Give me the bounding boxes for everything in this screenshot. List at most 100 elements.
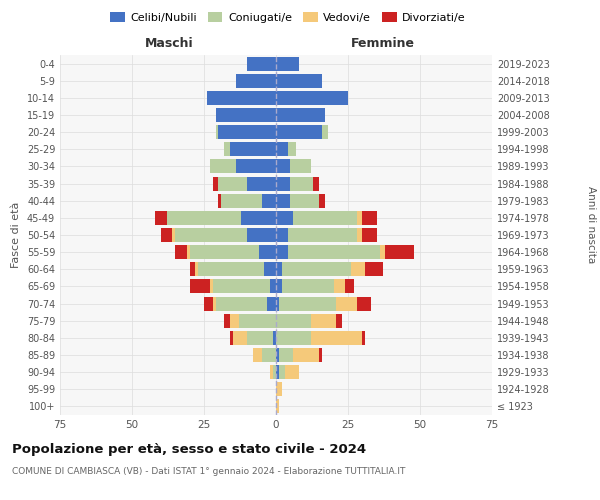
Bar — [247, 331, 273, 345]
Bar — [190, 245, 259, 259]
Text: Anni di nascita: Anni di nascita — [586, 186, 596, 264]
Bar — [276, 228, 287, 242]
Bar — [262, 348, 276, 362]
Bar — [319, 194, 325, 207]
Bar — [276, 160, 290, 173]
Bar — [284, 365, 299, 379]
Bar — [175, 228, 247, 242]
Bar — [276, 91, 348, 105]
Bar — [362, 228, 377, 242]
Bar — [233, 331, 247, 345]
Bar — [247, 228, 276, 242]
Bar — [290, 194, 319, 207]
Bar — [230, 331, 233, 345]
Bar — [190, 280, 210, 293]
Bar — [276, 74, 322, 88]
Bar — [273, 331, 276, 345]
Bar — [290, 176, 313, 190]
Bar — [276, 280, 282, 293]
Bar — [190, 262, 196, 276]
Bar — [187, 245, 190, 259]
Y-axis label: Fasce di età: Fasce di età — [11, 202, 21, 268]
Bar — [196, 262, 198, 276]
Bar — [365, 262, 383, 276]
Bar — [241, 211, 276, 225]
Bar — [259, 245, 276, 259]
Bar — [351, 262, 365, 276]
Bar — [287, 245, 380, 259]
Bar — [212, 280, 270, 293]
Bar — [356, 211, 362, 225]
Bar — [287, 228, 356, 242]
Bar — [282, 280, 334, 293]
Bar — [155, 211, 167, 225]
Bar — [218, 194, 221, 207]
Bar — [215, 296, 268, 310]
Bar — [239, 314, 276, 328]
Bar — [279, 365, 284, 379]
Bar — [282, 262, 351, 276]
Bar — [311, 331, 362, 345]
Bar — [334, 280, 345, 293]
Bar — [268, 296, 276, 310]
Bar — [270, 365, 273, 379]
Bar — [276, 382, 282, 396]
Bar — [265, 262, 276, 276]
Bar — [215, 125, 218, 139]
Bar — [276, 125, 322, 139]
Bar — [276, 211, 293, 225]
Bar — [356, 296, 371, 310]
Legend: Celibi/Nubili, Coniugati/e, Vedovi/e, Divorziati/e: Celibi/Nubili, Coniugati/e, Vedovi/e, Di… — [106, 8, 470, 28]
Bar — [207, 91, 276, 105]
Bar — [293, 348, 319, 362]
Bar — [380, 245, 385, 259]
Bar — [276, 296, 279, 310]
Bar — [204, 296, 212, 310]
Bar — [287, 142, 296, 156]
Bar — [273, 365, 276, 379]
Bar — [276, 348, 279, 362]
Bar — [279, 296, 337, 310]
Bar — [276, 314, 311, 328]
Text: Maschi: Maschi — [145, 37, 194, 50]
Bar — [221, 194, 262, 207]
Bar — [276, 56, 299, 70]
Bar — [247, 56, 276, 70]
Bar — [167, 211, 241, 225]
Bar — [385, 245, 414, 259]
Bar — [224, 142, 230, 156]
Bar — [276, 262, 282, 276]
Bar — [276, 194, 290, 207]
Bar — [279, 348, 293, 362]
Bar — [290, 160, 311, 173]
Bar — [276, 400, 279, 413]
Bar — [215, 108, 276, 122]
Bar — [276, 365, 279, 379]
Bar — [276, 142, 287, 156]
Text: Popolazione per età, sesso e stato civile - 2024: Popolazione per età, sesso e stato civil… — [12, 442, 366, 456]
Bar — [362, 211, 377, 225]
Bar — [293, 211, 356, 225]
Text: COMUNE DI CAMBIASCA (VB) - Dati ISTAT 1° gennaio 2024 - Elaborazione TUTTITALIA.: COMUNE DI CAMBIASCA (VB) - Dati ISTAT 1°… — [12, 468, 406, 476]
Bar — [319, 348, 322, 362]
Bar — [337, 314, 342, 328]
Bar — [230, 142, 276, 156]
Bar — [230, 314, 239, 328]
Bar — [172, 228, 175, 242]
Bar — [218, 125, 276, 139]
Bar — [210, 160, 236, 173]
Bar — [345, 280, 354, 293]
Bar — [262, 194, 276, 207]
Bar — [236, 160, 276, 173]
Bar — [210, 280, 212, 293]
Bar — [212, 296, 215, 310]
Bar — [253, 348, 262, 362]
Bar — [337, 296, 356, 310]
Bar — [311, 314, 337, 328]
Bar — [362, 331, 365, 345]
Bar — [175, 245, 187, 259]
Text: Femmine: Femmine — [350, 37, 415, 50]
Bar — [270, 280, 276, 293]
Bar — [247, 176, 276, 190]
Bar — [356, 228, 362, 242]
